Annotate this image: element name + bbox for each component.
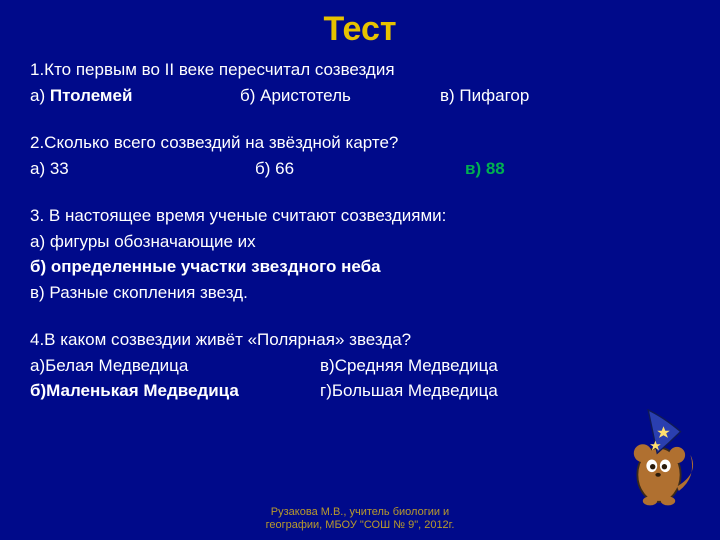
q1-a-text: Птолемей [50, 86, 133, 105]
mascot-pupil-left [650, 464, 655, 469]
q3-option-c: в) Разные скопления звезд. [30, 280, 690, 306]
q2-option-b: б) 66 [255, 156, 465, 182]
mascot-foot-right [661, 496, 675, 505]
q4-option-c: в)Средняя Медведица [320, 353, 498, 379]
mascot-nose [655, 473, 660, 477]
q1-options: а) Птолемей б) Аристотель в) Пифагор [30, 83, 690, 109]
q3-b-text: б) определенные участки звездного неба [30, 257, 381, 276]
q4-option-a: а)Белая Медведица [30, 353, 320, 379]
mascot-foot-left [643, 496, 657, 505]
q1-prompt: 1.Кто первым во II веке пересчитал созве… [30, 57, 690, 83]
q1-a-prefix: а) [30, 86, 50, 105]
q2-prompt: 2.Сколько всего созвездий на звёздной ка… [30, 130, 690, 156]
mascot-ear-left [634, 444, 652, 462]
mascot-pupil-right [662, 464, 667, 469]
q4-row2: б)Маленькая Медведица г)Большая Медведиц… [30, 378, 690, 404]
q4-option-d: г)Большая Медведица [320, 378, 498, 404]
q1-option-b: б) Аристотель [240, 83, 440, 109]
q3-prompt: 3. В настоящее время ученые считают созв… [30, 203, 690, 229]
q2-option-a: а) 33 [30, 156, 255, 182]
slide: Тест 1.Кто первым во II веке пересчитал … [0, 0, 720, 540]
q1-option-a: а) Птолемей [30, 83, 240, 109]
mascot-ear-right [669, 447, 685, 463]
slide-title: Тест [30, 10, 690, 49]
footer-line2: географии, МБОУ "СОШ № 9", 2012г. [0, 519, 720, 532]
spacer [30, 181, 690, 203]
spacer [30, 108, 690, 130]
q4-row1: а)Белая Медведица в)Средняя Медведица [30, 353, 690, 379]
q3-option-a: а) фигуры обозначающие их [30, 229, 690, 255]
footer: Рузакова М.В., учитель биологии и геогра… [0, 506, 720, 532]
q1-option-c: в) Пифагор [440, 83, 529, 109]
content: 1.Кто первым во II веке пересчитал созве… [30, 57, 690, 404]
mascot-icon [614, 400, 704, 510]
q3-option-b: б) определенные участки звездного неба [30, 254, 690, 280]
q4-b-text: б)Маленькая Медведица [30, 381, 239, 400]
q2-option-c: в) 88 [465, 156, 505, 182]
q4-option-b: б)Маленькая Медведица [30, 378, 320, 404]
q2-options: а) 33 б) 66 в) 88 [30, 156, 690, 182]
q4-prompt: 4.В каком созвездии живёт «Полярная» зве… [30, 327, 690, 353]
q2-c-text: в) 88 [465, 159, 505, 178]
footer-line1: Рузакова М.В., учитель биологии и [0, 506, 720, 519]
spacer [30, 305, 690, 327]
